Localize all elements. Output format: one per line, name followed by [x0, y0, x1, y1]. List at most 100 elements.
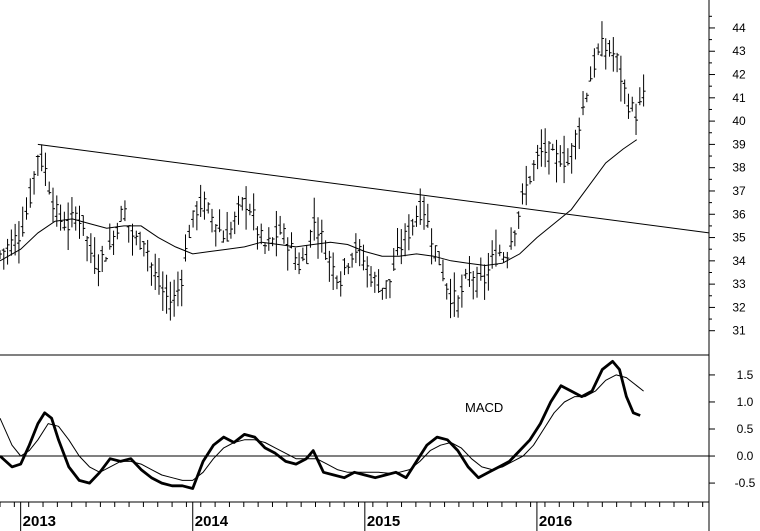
ohlc-bar	[361, 244, 366, 271]
ohlc-bar	[274, 210, 279, 257]
ohlc-bar	[278, 215, 283, 235]
ohlc-bar	[0, 250, 2, 260]
macd-y-tick-label: 0.0	[737, 449, 754, 463]
ohlc-bar	[24, 197, 29, 220]
ohlc-bar	[96, 254, 101, 287]
ohlc-bar	[357, 239, 362, 267]
ohlc-bar	[16, 221, 21, 264]
macd-y-tick-label: 1.5	[737, 368, 754, 382]
ohlc-bar	[467, 256, 472, 287]
price-y-tick-label: 37	[732, 184, 746, 198]
price-y-tick-label: 42	[732, 68, 746, 82]
ohlc-bar	[51, 187, 56, 223]
ohlc-bar	[471, 270, 476, 300]
ohlc-bar	[293, 247, 298, 270]
ohlc-bar	[611, 37, 616, 72]
price-panel: 31 32 33 34 35 36 37 38 39 40 41 42 43 44	[0, 15, 746, 338]
ohlc-bar	[153, 253, 158, 290]
ohlc-bar	[410, 218, 415, 236]
ohlc-bar	[134, 230, 139, 246]
ohlc-bar	[501, 252, 506, 263]
ohlc-bar	[281, 223, 286, 244]
ohlc-bar	[592, 48, 597, 78]
price-y-tick-label: 35	[732, 231, 746, 245]
ohlc-bar	[425, 203, 430, 228]
ohlc-bar	[5, 238, 10, 265]
ohlc-bar	[569, 143, 574, 174]
ohlc-bar	[198, 184, 203, 217]
ohlc-bar	[558, 145, 563, 167]
ohlc-bar	[104, 256, 109, 262]
ohlc-bar	[618, 55, 623, 102]
ohlc-bar	[459, 274, 464, 308]
ohlc-bar	[175, 271, 180, 307]
price-y-tick-label: 32	[732, 300, 746, 314]
price-y-tick-label: 40	[732, 114, 746, 128]
ohlc-bar	[384, 280, 389, 299]
ohlc-bar	[528, 175, 533, 185]
moving-average-line	[0, 139, 637, 267]
ohlc-bar	[478, 257, 483, 281]
year-tick-label: 2016	[539, 513, 572, 530]
ohlc-bar	[297, 252, 302, 275]
year-tick-label: 2014	[195, 513, 229, 530]
ohlc-bar	[512, 230, 517, 247]
macd-y-tick-label: 0.5	[737, 422, 754, 436]
ohlc-bar	[456, 295, 461, 318]
ohlc-bar	[202, 191, 207, 220]
ohlc-bar	[164, 274, 169, 314]
macd-signal-line	[0, 374, 644, 481]
ohlc-bar	[387, 279, 392, 299]
ohlc-bar	[573, 129, 578, 160]
ohlc-bar	[145, 239, 150, 272]
ohlc-bar	[255, 226, 260, 250]
ohlc-bar	[365, 256, 370, 288]
ohlc-bar	[73, 206, 78, 231]
ohlc-bar	[312, 197, 317, 241]
ohlc-bar	[191, 210, 196, 228]
ohlc-bar	[422, 196, 427, 230]
ohlc-bar	[626, 93, 631, 119]
ohlc-bar	[369, 266, 374, 287]
ohlc-bar	[463, 268, 468, 279]
ohlc-bar	[122, 200, 127, 222]
ohlc-bar	[596, 43, 601, 56]
ohlc-bar	[100, 245, 105, 273]
price-y-tick-label: 43	[732, 44, 746, 58]
ohlc-bar	[338, 271, 343, 297]
ohlc-bar	[194, 201, 199, 231]
ohlc-bar	[259, 223, 264, 245]
ohlc-bar	[577, 117, 582, 150]
macd-panel: -0.5 0.0 0.5 1.0 1.5	[0, 359, 756, 490]
price-y-tick-label: 36	[732, 207, 746, 221]
ohlc-bar	[85, 235, 90, 262]
year-tick-label: 2013	[23, 513, 56, 530]
ohlc-bar	[217, 209, 222, 233]
ohlc-bar	[603, 38, 608, 70]
ohlc-bar	[172, 279, 177, 317]
ohlc-bar	[20, 206, 25, 237]
ohlc-bar	[554, 139, 559, 183]
price-y-tick-label: 44	[732, 21, 746, 35]
ohlc-bar	[342, 258, 347, 276]
macd-y-tick-label: 1.0	[737, 395, 754, 409]
ohlc-bar	[376, 269, 381, 293]
ohlc-bar	[138, 231, 143, 250]
ohlc-bar	[520, 183, 525, 205]
ohlc-bar	[395, 227, 400, 256]
price-y-tick-label: 39	[732, 137, 746, 151]
ohlc-bar	[331, 252, 336, 290]
ohlc-bar	[39, 144, 44, 172]
ohlc-bar	[183, 234, 188, 262]
ohlc-bar	[637, 87, 642, 106]
ohlc-bar	[157, 258, 162, 295]
ohlc-bar	[380, 287, 385, 300]
ohlc-bar	[304, 244, 309, 265]
ohlc-bar	[54, 195, 59, 227]
ohlc-bar	[69, 197, 74, 228]
ohlc-bar	[111, 230, 116, 255]
ohlc-bar	[531, 160, 536, 181]
ohlc-bar	[350, 252, 355, 268]
ohlc-bar	[115, 222, 120, 240]
